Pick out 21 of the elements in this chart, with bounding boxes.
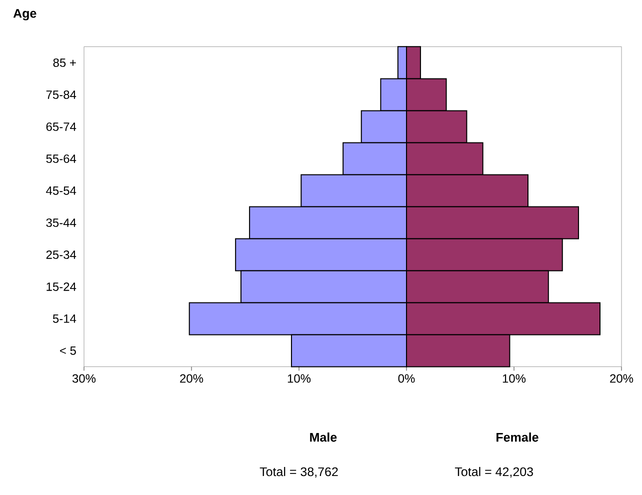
x-tick-label: 30% [72,374,96,383]
x-tick-label: 20% [610,374,634,383]
x-tick-label: 0% [398,374,415,383]
x-tick-label: 10% [288,374,311,383]
text: Total = 38,762 [260,466,338,478]
y-tick-label: 55-64 [46,154,76,163]
y-tick-label: 15-24 [46,282,76,291]
y-tick-label: 25-34 [46,250,76,259]
y-tick-label: 35-44 [46,218,76,227]
y-tick-label: 45-54 [46,186,76,195]
y-tick-label: < 5 [60,346,76,355]
y-tick-label: 65-74 [46,122,76,131]
x-tick-label: 10% [502,374,526,383]
text: Female [496,432,538,442]
x-tick-label: 20% [180,374,204,383]
y-tick-label: 75-84 [46,90,76,99]
y-tick-label: 85 + [53,58,76,67]
text: Male [310,432,337,442]
y-axis-title: Age [13,9,36,20]
text: Total = 42,203 [454,466,533,478]
y-tick-label: 5-14 [52,314,76,323]
